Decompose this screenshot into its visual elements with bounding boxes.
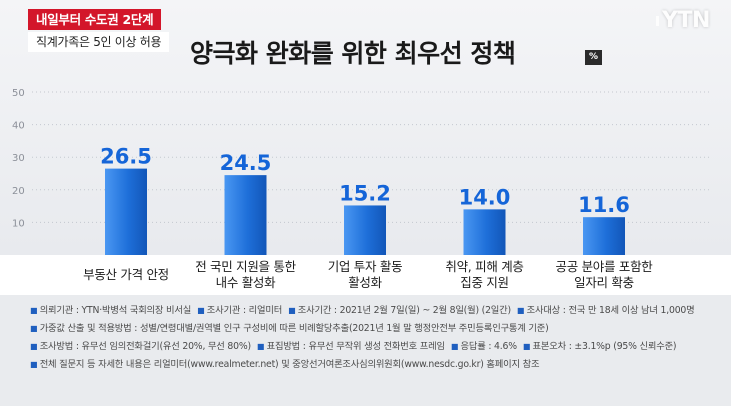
bar-value-label: 11.6 — [578, 193, 630, 217]
ticker-headline: 내일부터 수도권 2단계 — [28, 9, 162, 30]
category-label-line: 집중 지원 — [460, 275, 509, 290]
bar-chart: 10 20 30 40 50 26.5 24.5 15.2 14.0 11.6 — [12, 88, 712, 255]
bar — [344, 205, 386, 255]
logo-mark — [656, 16, 659, 26]
footnote-item: 응답률 : 4.6% — [451, 338, 518, 356]
bar — [224, 175, 267, 255]
bar-value-label: 24.5 — [220, 151, 272, 175]
category-label-line: 일자리 확충 — [574, 275, 634, 290]
category-label-line: 기업 투자 활동 — [327, 259, 403, 274]
footnote-row: 조사방법 : 유무선 임의전화걸기(유선 20%, 무선 80%) 표집방법 : … — [30, 338, 720, 356]
ytn-logo: YTN — [656, 8, 710, 33]
footnote-item: 조사방법 : 유무선 임의전화걸기(유선 20%, 무선 80%) — [30, 338, 251, 356]
category-label: 기업 투자 활동 활성화 — [295, 259, 435, 291]
footnote-item: 의뢰기관 : YTN·박병석 국회의장 비서실 — [30, 302, 192, 320]
category-label-line: 활성화 — [348, 275, 382, 290]
logo-text: YTN — [662, 8, 710, 33]
category-label-line: 내수 활성화 — [215, 275, 276, 290]
footnote-item: 전체 질문지 등 자세한 내용은 리얼미터(www.realmeter.net)… — [30, 356, 540, 374]
bar — [105, 168, 147, 255]
category-label-line: 전 국민 지원을 통한 — [195, 259, 296, 274]
y-tick-label: 30 — [12, 153, 25, 164]
chart-title: 양극화 완화를 위한 최우선 정책 — [190, 39, 516, 68]
survey-footnotes: 의뢰기관 : YTN·박병석 국회의장 비서실 조사기관 : 리얼미터 조사기간 :… — [30, 302, 720, 374]
ticker-subheadline: 직계가족은 5인 이상 허용 — [28, 32, 170, 52]
footnote-row: 의뢰기관 : YTN·박병석 국회의장 비서실 조사기관 : 리얼미터 조사기간 :… — [30, 302, 720, 320]
footnote-row: 전체 질문지 등 자세한 내용은 리얼미터(www.realmeter.net)… — [30, 356, 720, 374]
category-label-band — [0, 255, 731, 295]
bar — [463, 209, 506, 255]
category-label-line: 취약, 피해 계층 — [445, 259, 524, 274]
footnote-item: 조사기관 : 리얼미터 — [197, 302, 282, 320]
bar-value-label: 14.0 — [459, 185, 511, 209]
category-label: 부동산 가격 안정 — [56, 267, 196, 283]
y-tick-label: 50 — [12, 88, 25, 99]
bar-value-label: 15.2 — [339, 181, 391, 205]
category-label: 공공 분야를 포함한 일자리 확충 — [534, 259, 674, 291]
bar-value-label: 26.5 — [100, 145, 152, 169]
footnote-item: 조사기간 : 2021년 2월 7일(일) ~ 2월 8일(월) (2일간) — [288, 302, 511, 320]
footnote-row: 가중값 산출 및 적용방법 : 성별/연령대별/권역별 인구 구성비에 따른 비… — [30, 320, 720, 338]
category-label: 전 국민 지원을 통한 내수 활성화 — [176, 259, 316, 291]
unit-badge: % — [585, 50, 602, 65]
footnote-item: 조사대상 : 전국 만 18세 이상 남녀 1,000명 — [517, 302, 695, 320]
category-label-line: 부동산 가격 안정 — [83, 267, 169, 282]
y-tick-label: 20 — [12, 186, 25, 197]
footnote-item: 가중값 산출 및 적용방법 : 성별/연령대별/권역별 인구 구성비에 따른 비… — [30, 320, 549, 338]
footnote-item: 표본오차 : ±3.1%p (95% 신뢰수준) — [523, 338, 677, 356]
bar — [583, 217, 625, 255]
y-tick-label: 40 — [12, 121, 25, 132]
category-label-line: 공공 분야를 포함한 — [555, 259, 653, 274]
footnote-item: 표집방법 : 유무선 무작위 생성 전화번호 프레임 — [257, 338, 445, 356]
category-label: 취약, 피해 계층 집중 지원 — [415, 259, 555, 291]
y-tick-label: 10 — [12, 218, 25, 229]
